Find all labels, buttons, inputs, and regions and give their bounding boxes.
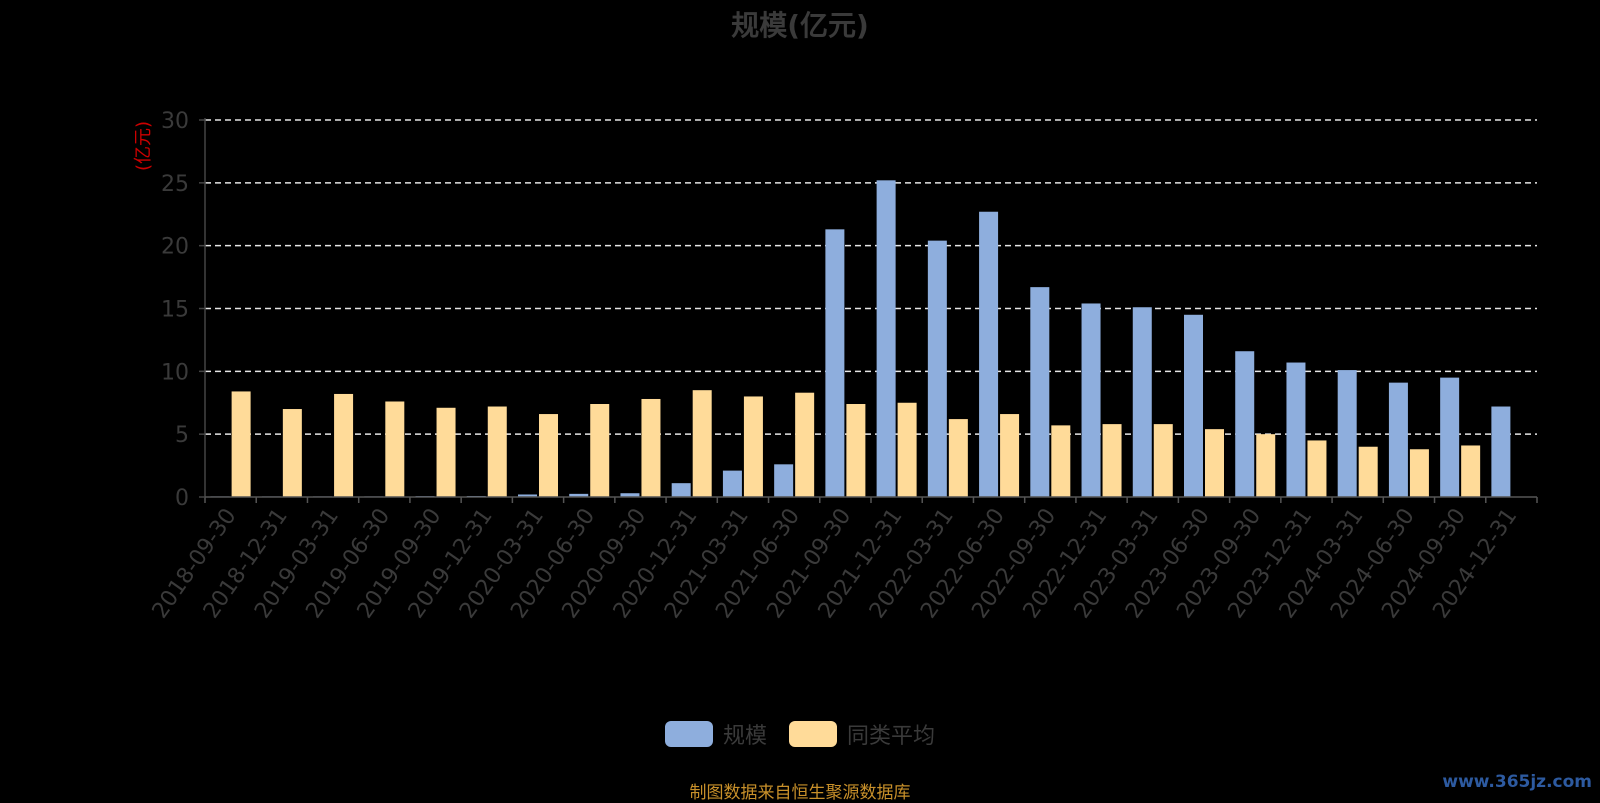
axes [199, 118, 1538, 503]
y-tick-label: 20 [161, 235, 189, 260]
bar-scale[interactable] [518, 494, 537, 497]
bar-category-average[interactable] [1307, 440, 1327, 497]
legend: 规模 同类平均 [0, 718, 1600, 750]
bar-category-average[interactable] [385, 401, 405, 497]
bar-scale[interactable] [1491, 406, 1511, 497]
bar-category-average[interactable] [692, 390, 712, 497]
y-tick-label: 25 [161, 172, 189, 197]
bar-category-average[interactable] [282, 409, 302, 497]
y-tick-labels: 0 5 10 15 20 25 30 [161, 109, 189, 511]
bar-scale[interactable] [620, 493, 640, 497]
bar-category-average[interactable] [1102, 424, 1122, 497]
bar-scale[interactable] [1030, 287, 1050, 497]
y-tick-label: 10 [161, 360, 189, 385]
y-tick-label: 5 [175, 423, 189, 448]
bar-category-average[interactable] [539, 414, 558, 497]
bar-category-average[interactable] [1205, 429, 1224, 497]
x-tick-labels: 2018-09-302018-12-312019-03-312019-06-30… [148, 504, 1523, 623]
bar-scale[interactable] [671, 483, 691, 497]
bar-scale[interactable] [722, 470, 742, 497]
bar-scale[interactable] [1081, 303, 1101, 497]
bar-category-average[interactable] [1153, 424, 1173, 497]
bar-category-average[interactable] [1409, 449, 1429, 497]
bar-category-average[interactable] [1256, 434, 1276, 497]
y-tick-label: 15 [161, 298, 189, 323]
bar-scale[interactable] [1440, 377, 1460, 497]
bar-chart: 0 5 10 15 20 25 30 2018-09-302018-12-312019-03… [133, 109, 1538, 623]
legend-swatch-category-average [789, 721, 837, 747]
bar-scale[interactable] [927, 240, 947, 497]
bar-category-average[interactable] [1358, 446, 1378, 497]
bar-category-average[interactable] [334, 393, 354, 497]
bar-scale[interactable] [1235, 351, 1255, 497]
bar-category-average[interactable] [487, 406, 507, 497]
bar-category-average[interactable] [590, 404, 610, 497]
bar-scale[interactable] [1388, 382, 1408, 497]
bar-scale[interactable] [825, 229, 845, 497]
y-tick-label: 0 [175, 486, 189, 511]
bar-scale[interactable] [876, 180, 896, 497]
legend-swatch-scale [664, 721, 713, 747]
legend-label-scale: 规模 [722, 724, 767, 749]
bar-category-average[interactable] [897, 402, 917, 497]
y-axis-label: (亿元) [133, 121, 154, 171]
y-tick-label: 30 [161, 109, 189, 134]
bar-category-average[interactable] [1051, 425, 1071, 497]
bars [210, 180, 1511, 497]
bar-scale[interactable] [1132, 307, 1152, 497]
bar-scale[interactable] [569, 493, 589, 497]
bar-category-average[interactable] [948, 419, 968, 497]
bar-category-average[interactable] [846, 404, 866, 497]
bar-category-average[interactable] [795, 392, 815, 497]
bar-scale[interactable] [1337, 370, 1357, 497]
grid-lines [205, 119, 1537, 435]
bar-scale[interactable] [979, 211, 999, 497]
bar-category-average[interactable] [641, 398, 661, 497]
watermark: www.365jz.com [1442, 772, 1592, 792]
bar-category-average[interactable] [743, 396, 763, 497]
bar-category-average[interactable] [231, 391, 251, 497]
bar-scale[interactable] [1286, 362, 1306, 497]
bar-category-average[interactable] [436, 407, 456, 497]
bar-category-average[interactable] [1461, 445, 1481, 497]
source-note: 制图数据来自恒生聚源数据库 [689, 783, 911, 803]
legend-label-category-average: 同类平均 [847, 724, 936, 749]
bar-category-average[interactable] [1000, 414, 1020, 497]
legend-item-category-average[interactable]: 同类平均 [789, 718, 935, 750]
legend-item-scale[interactable]: 规模 [664, 718, 767, 750]
chart-title: 规模(亿元) [731, 9, 869, 42]
bar-scale[interactable] [1184, 314, 1203, 497]
bar-scale[interactable] [774, 464, 794, 497]
